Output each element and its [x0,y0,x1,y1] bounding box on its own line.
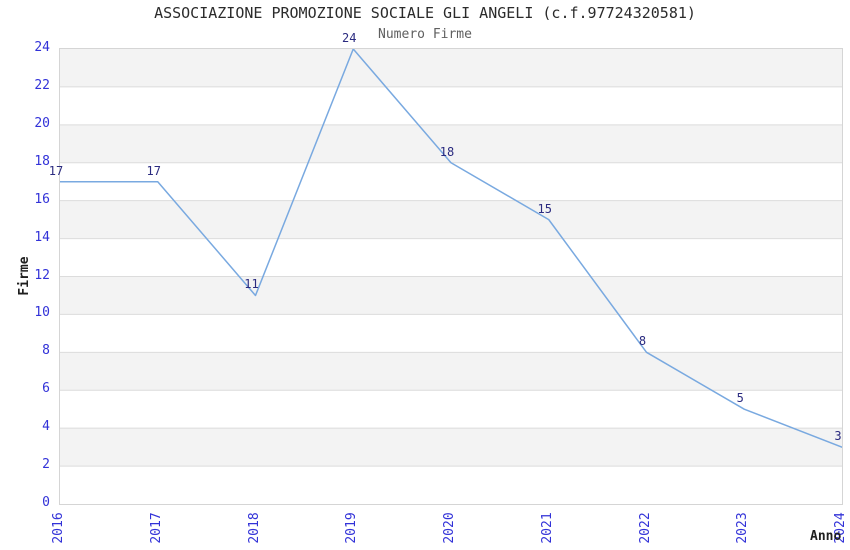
plot-band [60,352,842,391]
y-tick-label: 6 [42,381,50,397]
y-tick-label: 16 [34,191,50,207]
x-tick-label: 2022 [637,512,653,544]
y-axis-title: Firme [17,256,32,296]
x-tick-label: 2018 [246,512,262,544]
x-tick-label: 2021 [539,512,555,544]
chart-title: ASSOCIAZIONE PROMOZIONE SOCIALE GLI ANGE… [154,4,696,22]
y-tick-label: 22 [34,77,50,93]
y-tick-label: 4 [42,419,50,435]
y-tick-label: 0 [42,495,50,510]
plot-area [59,48,843,505]
x-tick-label: 2020 [442,512,457,544]
data-point-label: 8 [638,334,647,349]
y-tick-label: 24 [34,40,50,55]
data-point-label: 15 [537,201,552,216]
data-point-label: 11 [244,277,259,292]
plot-band [60,49,842,87]
x-tick-label: 2023 [735,512,751,544]
x-tick-label: 2016 [51,512,66,544]
plot-band [60,428,842,467]
x-axis-title: Anno [810,529,842,544]
line-chart-svg [60,49,842,467]
y-tick-label: 10 [34,305,50,321]
plot-band [60,200,842,239]
series-line [60,49,842,448]
data-point-label: 17 [48,163,64,178]
data-point-label: 17 [146,163,161,178]
plot-band [60,276,842,315]
y-tick-label: 20 [34,115,50,131]
data-point-label: 5 [736,391,744,406]
y-tick-label: 8 [42,343,50,359]
y-tick-label: 12 [34,267,50,283]
y-tick-label: 2 [42,457,50,473]
data-point-label: 18 [439,144,455,159]
chart-subtitle: Numero Firme [378,27,472,42]
x-tick-label: 2017 [148,512,164,544]
plot-band [60,124,842,163]
y-tick-label: 18 [34,153,50,169]
x-tick-label: 2019 [344,512,360,544]
data-point-label: 24 [342,31,357,45]
y-tick-label: 14 [34,229,50,245]
data-point-label: 3 [834,429,842,444]
